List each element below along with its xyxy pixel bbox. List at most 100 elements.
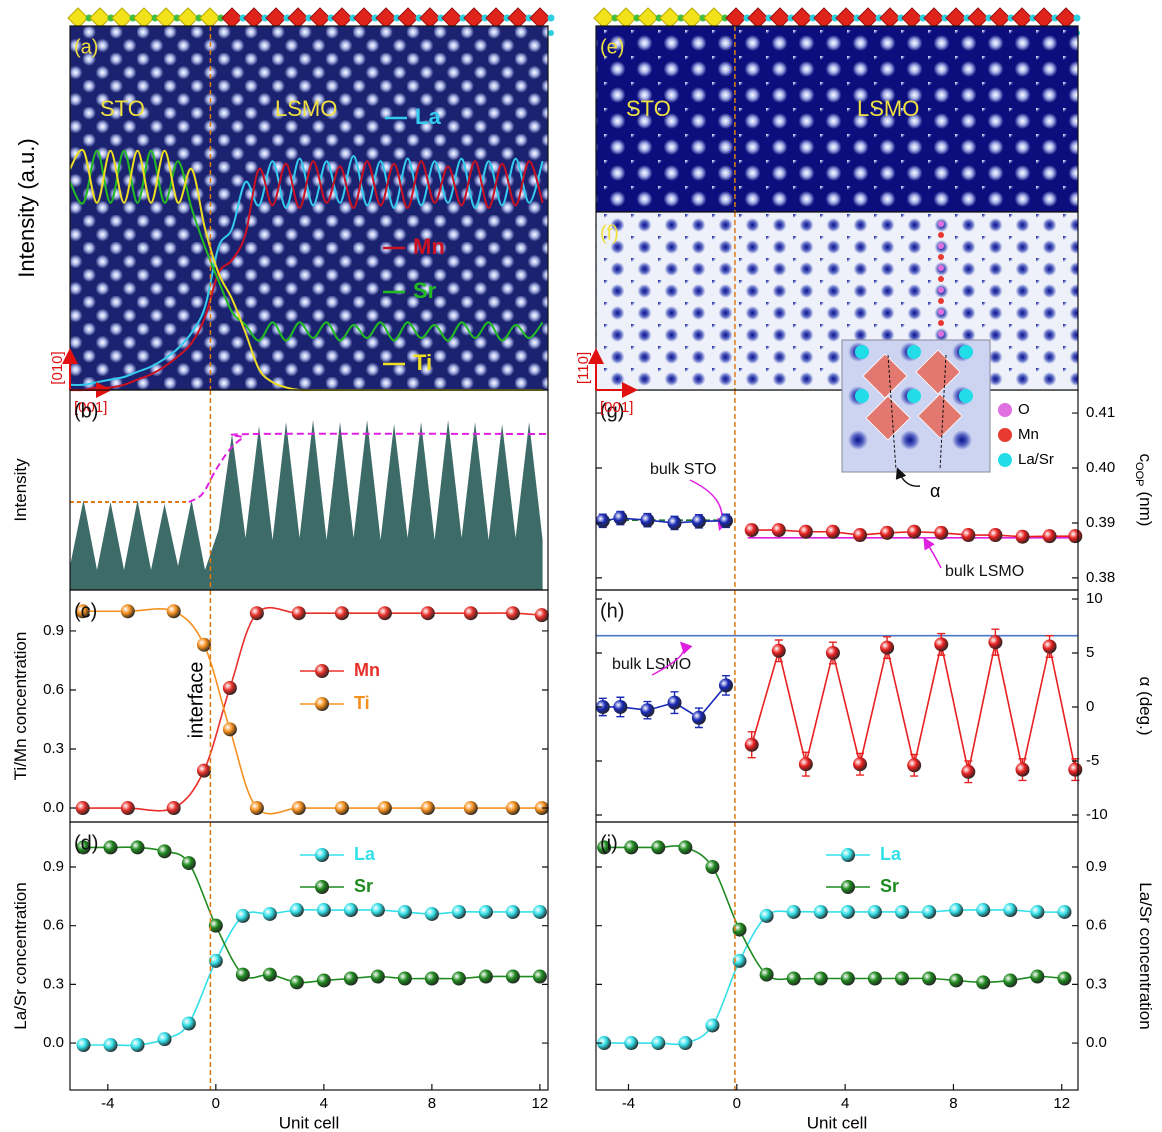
data-point bbox=[334, 801, 349, 816]
panel-label: (a) bbox=[74, 36, 98, 58]
panel-frame bbox=[595, 389, 1079, 591]
data-point bbox=[181, 1016, 196, 1031]
panel-label: (b) bbox=[74, 400, 98, 422]
atom bbox=[151, 14, 159, 22]
y-tick-label: 0.3 bbox=[43, 975, 64, 992]
atom bbox=[1007, 14, 1015, 22]
data-point bbox=[867, 971, 882, 986]
data-point bbox=[894, 904, 909, 919]
data-point bbox=[377, 606, 392, 621]
x-tick-label: 0 bbox=[212, 1095, 220, 1112]
data-point bbox=[718, 678, 733, 693]
atom bbox=[897, 14, 905, 22]
region-label: LSMO bbox=[275, 96, 337, 121]
atom bbox=[195, 14, 203, 22]
inset-atom bbox=[907, 389, 921, 403]
data-point bbox=[961, 764, 976, 779]
data-point bbox=[1068, 529, 1083, 544]
data-point bbox=[370, 903, 385, 918]
y-axis-title: cOOP (nm) bbox=[1133, 454, 1154, 527]
data-point bbox=[130, 840, 145, 855]
data-point bbox=[786, 971, 801, 986]
data-point bbox=[732, 922, 747, 937]
inset-guide bbox=[887, 354, 947, 471]
panel-label: (d) bbox=[74, 832, 98, 854]
y-tick-label: -5 bbox=[1086, 752, 1099, 769]
column-marker bbox=[938, 276, 944, 282]
atom bbox=[831, 14, 839, 22]
column-marker bbox=[938, 331, 944, 337]
inset-legend-label: La/Sr bbox=[1018, 451, 1054, 468]
atom-octahedron bbox=[375, 7, 397, 29]
data-point bbox=[397, 904, 412, 919]
stem-image bbox=[596, 212, 1078, 390]
region-label: STO bbox=[626, 96, 671, 121]
x-axis-title: Unit cell bbox=[807, 1113, 867, 1132]
atom-octahedron bbox=[901, 7, 923, 29]
y-tick-label: 0.38 bbox=[1086, 569, 1115, 586]
column-marker bbox=[938, 309, 944, 315]
data-point bbox=[867, 904, 882, 919]
atom bbox=[1073, 14, 1081, 22]
axis-direction: [010] bbox=[49, 351, 66, 384]
atom bbox=[371, 14, 379, 22]
data-point bbox=[798, 757, 813, 772]
x-tick-label: -4 bbox=[101, 1095, 114, 1112]
atom-octahedron bbox=[265, 7, 287, 29]
y-axis-title: α (deg.) bbox=[1136, 677, 1155, 736]
data-point bbox=[534, 801, 549, 816]
data-point bbox=[291, 801, 306, 816]
y-tick-label: 0.0 bbox=[43, 1034, 64, 1051]
atom-octahedron bbox=[397, 7, 419, 29]
data-point bbox=[976, 903, 991, 918]
data-point bbox=[420, 606, 435, 621]
atom bbox=[919, 14, 927, 22]
data-point bbox=[813, 971, 828, 986]
y-axis-title: Intensity bbox=[11, 458, 30, 522]
data-point bbox=[235, 967, 250, 982]
region-label: STO bbox=[100, 96, 145, 121]
data-point bbox=[744, 523, 759, 538]
y-tick-label: 5 bbox=[1086, 644, 1094, 661]
atom bbox=[393, 14, 401, 22]
reference-arrow bbox=[923, 537, 942, 569]
data-point bbox=[505, 606, 520, 621]
x-tick-label: 4 bbox=[320, 1095, 328, 1112]
data-point bbox=[976, 975, 991, 990]
atom-octahedron bbox=[221, 7, 243, 29]
atom-octahedron bbox=[989, 7, 1011, 29]
data-point bbox=[334, 606, 349, 621]
data-point bbox=[208, 953, 223, 968]
data-point bbox=[1015, 762, 1030, 777]
guide-line bbox=[188, 432, 549, 503]
legend-marker bbox=[841, 848, 855, 862]
panel-label: (e) bbox=[600, 36, 624, 58]
inset-atom bbox=[959, 345, 973, 359]
column-marker bbox=[938, 254, 944, 260]
data-point bbox=[370, 969, 385, 984]
data-point bbox=[120, 801, 135, 816]
inset-atom bbox=[855, 389, 869, 403]
atom-octahedron bbox=[593, 7, 615, 29]
y-tick-label: 0.0 bbox=[1086, 1034, 1107, 1051]
data-point bbox=[718, 513, 733, 528]
atom-octahedron bbox=[615, 7, 637, 29]
inset-image bbox=[841, 339, 991, 473]
inset-atom bbox=[907, 345, 921, 359]
data-point bbox=[678, 840, 693, 855]
data-point bbox=[532, 904, 547, 919]
atom-octahedron bbox=[309, 7, 331, 29]
data-point bbox=[1057, 904, 1072, 919]
panel-label: (h) bbox=[600, 600, 624, 622]
inset-octahedron bbox=[865, 395, 911, 441]
data-point bbox=[316, 903, 331, 918]
atom-octahedron bbox=[1011, 7, 1033, 29]
legend-label: Ti bbox=[413, 350, 432, 375]
atom bbox=[1051, 14, 1059, 22]
atom-octahedron bbox=[353, 7, 375, 29]
atom bbox=[633, 14, 641, 22]
column-marker bbox=[938, 265, 944, 271]
data-point bbox=[988, 635, 1003, 650]
atom-octahedron bbox=[813, 7, 835, 29]
x-tick-label: 12 bbox=[1053, 1095, 1070, 1112]
